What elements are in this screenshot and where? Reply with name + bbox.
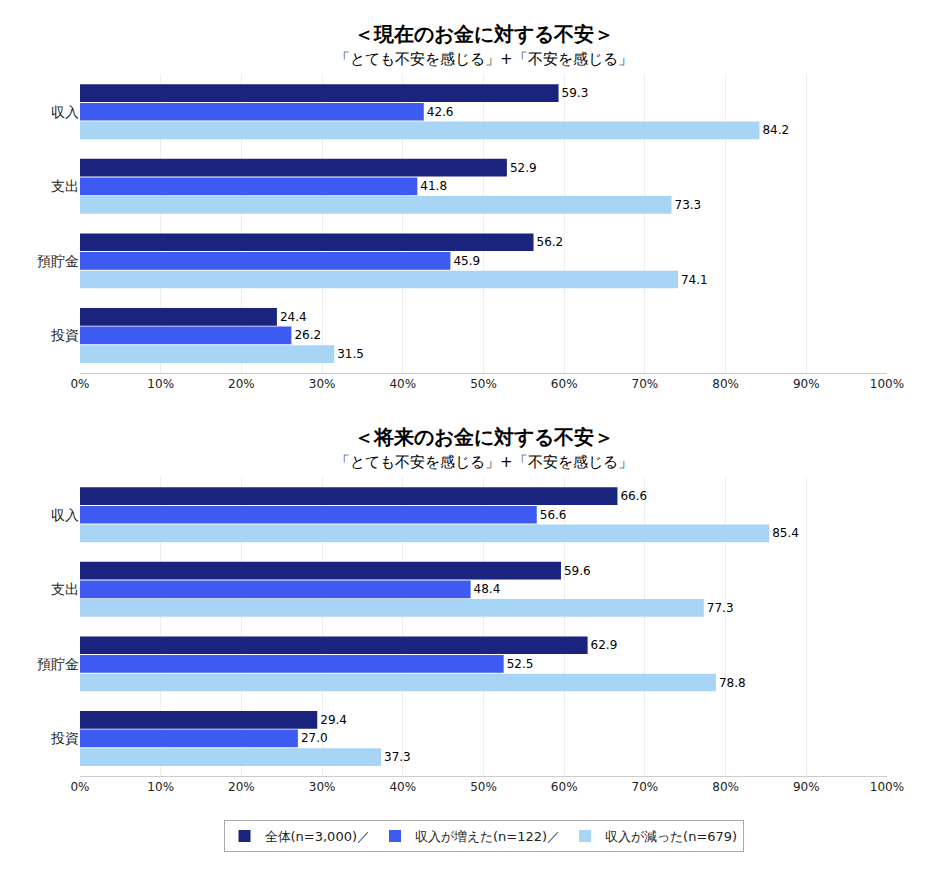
svg-text:45.9: 45.9	[453, 254, 480, 268]
svg-text:26.2: 26.2	[294, 328, 321, 342]
svg-text:24.4: 24.4	[280, 310, 307, 324]
svg-text:100%: 100%	[870, 377, 904, 391]
svg-text:収入: 収入	[51, 507, 79, 523]
svg-text:56.6: 56.6	[540, 508, 567, 522]
svg-text:20%: 20%	[228, 780, 255, 794]
svg-text:90%: 90%	[793, 377, 820, 391]
svg-text:80%: 80%	[712, 377, 739, 391]
svg-text:50%: 50%	[470, 780, 497, 794]
svg-text:48.4: 48.4	[474, 582, 501, 596]
svg-text:50%: 50%	[470, 377, 497, 391]
svg-text:85.4: 85.4	[772, 526, 799, 540]
svg-text:31.5: 31.5	[337, 347, 364, 361]
svg-text:収入が減った(n=679): 収入が減った(n=679)	[605, 829, 737, 844]
svg-text:30%: 30%	[309, 780, 336, 794]
svg-text:41.8: 41.8	[420, 179, 447, 193]
svg-text:59.3: 59.3	[562, 86, 589, 100]
svg-text:52.9: 52.9	[510, 161, 537, 175]
svg-text:預貯金: 預貯金	[37, 253, 79, 269]
svg-text:収入: 収入	[51, 104, 79, 120]
svg-text:37.3: 37.3	[384, 750, 411, 764]
svg-text:支出: 支出	[51, 178, 79, 194]
svg-text:全体(n=3,000)／: 全体(n=3,000)／	[265, 829, 371, 844]
svg-text:＜現在のお金に対する不安＞: ＜現在のお金に対する不安＞	[354, 22, 614, 46]
svg-text:70%: 70%	[632, 377, 659, 391]
svg-text:10%: 10%	[147, 377, 174, 391]
svg-text:「とても不安を感じる」+「不安を感じる」: 「とても不安を感じる」+「不安を感じる」	[335, 453, 633, 471]
svg-text:0%: 0%	[70, 780, 89, 794]
svg-text:66.6: 66.6	[620, 489, 647, 503]
svg-text:60%: 60%	[551, 377, 578, 391]
svg-text:52.5: 52.5	[507, 657, 534, 671]
svg-text:40%: 40%	[389, 780, 416, 794]
svg-text:70%: 70%	[632, 780, 659, 794]
svg-text:77.3: 77.3	[707, 601, 734, 615]
svg-text:29.4: 29.4	[320, 713, 347, 727]
svg-text:投資: 投資	[50, 730, 79, 746]
svg-text:30%: 30%	[309, 377, 336, 391]
svg-text:80%: 80%	[712, 780, 739, 794]
svg-text:73.3: 73.3	[675, 198, 702, 212]
svg-text:56.2: 56.2	[537, 235, 564, 249]
svg-text:59.6: 59.6	[564, 564, 591, 578]
svg-text:60%: 60%	[551, 780, 578, 794]
svg-text:100%: 100%	[870, 780, 904, 794]
svg-text:42.6: 42.6	[427, 105, 454, 119]
svg-text:＜将来のお金に対する不安＞: ＜将来のお金に対する不安＞	[354, 425, 614, 449]
svg-text:「とても不安を感じる」+「不安を感じる」: 「とても不安を感じる」+「不安を感じる」	[335, 50, 633, 68]
svg-text:20%: 20%	[228, 377, 255, 391]
svg-text:84.2: 84.2	[762, 123, 789, 137]
svg-text:預貯金: 預貯金	[37, 656, 79, 672]
svg-text:投資: 投資	[50, 327, 79, 343]
svg-text:27.0: 27.0	[301, 731, 328, 745]
svg-text:40%: 40%	[389, 377, 416, 391]
svg-text:90%: 90%	[793, 780, 820, 794]
svg-text:10%: 10%	[147, 780, 174, 794]
svg-text:支出: 支出	[51, 581, 79, 597]
svg-text:0%: 0%	[70, 377, 89, 391]
svg-text:74.1: 74.1	[681, 273, 708, 287]
svg-text:78.8: 78.8	[719, 676, 746, 690]
svg-text:収入が増えた(n=122)／: 収入が増えた(n=122)／	[415, 829, 560, 844]
svg-text:62.9: 62.9	[591, 638, 618, 652]
